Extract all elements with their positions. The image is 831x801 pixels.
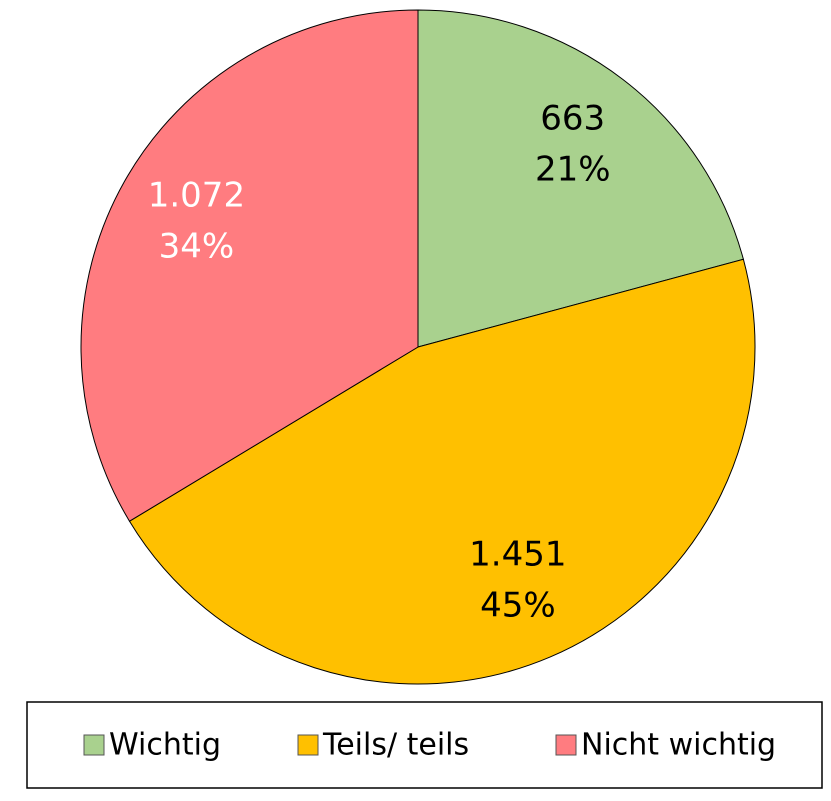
percentage-label: 34% <box>159 226 235 266</box>
pie-slice <box>80 9 419 522</box>
legend-label: Nicht wichtig <box>581 728 776 763</box>
legend-label: Teils/ teils <box>322 728 469 763</box>
legend-swatch <box>297 734 319 756</box>
percentage-label: 45% <box>480 586 556 626</box>
percentage-label: 21% <box>535 150 611 190</box>
pie-slice <box>128 258 756 685</box>
legend-swatch <box>83 734 105 756</box>
value-label: 1.072 <box>148 175 245 215</box>
legend-label: Wichtig <box>109 728 221 763</box>
legend-box <box>26 701 823 789</box>
legend-swatch <box>555 734 577 756</box>
pie-slice <box>417 9 745 348</box>
value-label: 663 <box>540 99 605 139</box>
value-label: 1.451 <box>469 535 566 575</box>
